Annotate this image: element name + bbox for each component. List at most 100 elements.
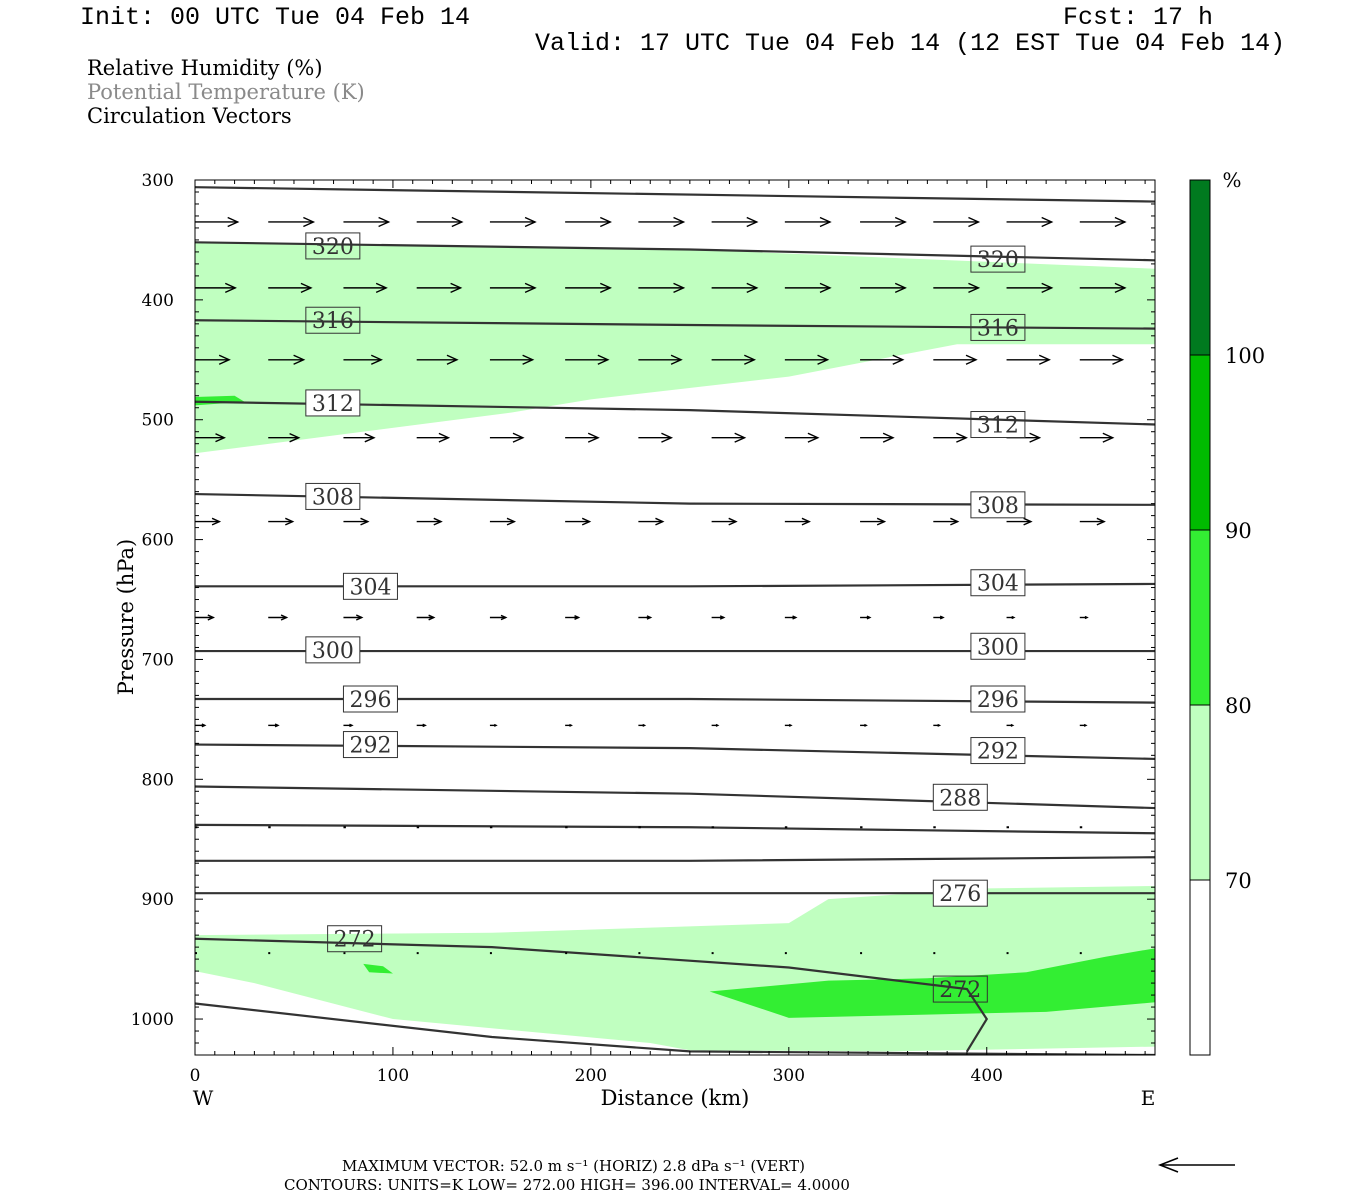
vector-arrow: [268, 432, 301, 443]
vector-arrow: [1006, 517, 1033, 526]
contour-label-box: [970, 737, 1026, 765]
vector-arrow: [416, 614, 436, 621]
colorbar-label: 70: [1225, 869, 1252, 893]
vector-arrow: [416, 216, 464, 228]
vector-arrow: [711, 723, 720, 727]
colorbar-label: 90: [1225, 519, 1252, 543]
vector-arrow: [933, 354, 978, 365]
colorbar: 70 80 90 100: [1189, 179, 1265, 1056]
title-circulation-vectors: Circulation Vectors: [87, 104, 292, 128]
vector-arrow: [268, 354, 306, 365]
vector-arrow: [416, 282, 463, 294]
vector-arrow: [1006, 282, 1054, 294]
contour-label-box: [327, 925, 383, 953]
colorbar-segment: [1190, 530, 1210, 705]
y-tick-label: 900: [142, 890, 174, 910]
contour-label-box: [305, 389, 361, 417]
colorbar-frame: [1189, 179, 1211, 1056]
x-axis-label: Distance (km): [601, 1086, 750, 1110]
title-relative-humidity: Relative Humidity (%): [87, 56, 323, 80]
vector-arrow: [860, 216, 907, 228]
vector-arrow: [1079, 517, 1106, 526]
rh-region-3: [709, 948, 1155, 1018]
vector-arrow: [1079, 216, 1127, 228]
y-tick-label: 500: [142, 411, 174, 431]
east-label: E: [1141, 1086, 1156, 1110]
vector-arrow: [268, 216, 316, 228]
vector-arrow: [784, 432, 820, 443]
contour-label-296: 296: [349, 688, 391, 713]
vector-arrow: [489, 432, 525, 443]
vector-arrow: [416, 354, 459, 365]
vector-arrow: [1006, 216, 1054, 228]
contour-label-box: [970, 313, 1026, 341]
west-label: W: [193, 1086, 214, 1110]
vector-arrow: [933, 216, 981, 228]
x-tick-label: 400: [971, 1066, 1003, 1086]
vector-arrow: [638, 282, 686, 294]
contour-info: CONTOURS: UNITS=K LOW= 272.00 HIGH= 396.…: [284, 1176, 850, 1194]
colorbar-segment: [1190, 705, 1210, 880]
vector-arrow: [638, 216, 686, 228]
contour-label-box: [305, 232, 361, 260]
vector-arrow: [784, 615, 798, 620]
x-tick-label: 300: [773, 1066, 805, 1086]
contour-label-box: [970, 245, 1026, 273]
y-axis-label: Pressure (hPa): [114, 539, 138, 695]
contour-label-296: 296: [977, 688, 1019, 713]
vector-arrow: [1006, 723, 1015, 727]
contour-label-316: 316: [312, 309, 354, 334]
theta-contour-280: [195, 856, 1155, 862]
vector-arrow: [933, 432, 968, 443]
theta-contour-288: [195, 785, 1155, 810]
vector-arrow: [1006, 354, 1051, 365]
vector-arrow: [489, 517, 517, 526]
vector-arrow: [195, 354, 231, 365]
rh-fill-layer: [195, 242, 1155, 1052]
vector-arrow: [565, 282, 612, 294]
vector-arrow: [860, 354, 905, 365]
vector-arrow: [638, 354, 683, 365]
vector-arrow: [343, 216, 391, 228]
contour-label-288: 288: [939, 786, 981, 811]
contour-label-box: [932, 783, 988, 811]
contour-label-layer: 320 320 316 316 312 312 308 308 304 304 300 300 296 2…: [305, 232, 1026, 1003]
rh-region-4: [363, 963, 393, 974]
y-tick-label: 300: [142, 171, 174, 191]
vector-arrow: [268, 282, 313, 294]
vector-arrow: [489, 354, 535, 365]
vector-arrow: [268, 723, 280, 728]
vector-arrow: [489, 216, 537, 228]
contour-label-292: 292: [977, 740, 1019, 765]
contour-label-308: 308: [977, 494, 1019, 519]
contour-label-box: [305, 636, 361, 664]
vector-arrow: [933, 517, 960, 526]
vector-arrow: [489, 614, 508, 621]
vector-arrow: [268, 614, 289, 621]
max-vector-note: MAXIMUM VECTOR: 52.0 m s⁻¹ (HORIZ) 2.8 d…: [342, 1157, 805, 1175]
vector-layer: [195, 216, 1127, 955]
vector-arrow: [565, 615, 581, 620]
vector-arrow: [860, 282, 907, 294]
contour-label-box: [342, 685, 398, 713]
vector-arrow: [860, 517, 887, 526]
reference-arrow: [1157, 1157, 1235, 1173]
colorbar-segment: [1190, 880, 1210, 1055]
vector-arrow: [711, 615, 726, 620]
contour-label-box: [342, 572, 398, 600]
vector-arrow: [195, 216, 240, 228]
contour-label-box: [305, 482, 361, 510]
vector-arrow: [565, 216, 612, 228]
vector-arrow: [565, 432, 600, 443]
contour-label-272: 272: [939, 978, 981, 1003]
vector-arrow: [638, 723, 647, 727]
vector-arrow: [195, 723, 207, 728]
contour-label-312: 312: [312, 392, 354, 417]
vector-arrow: [933, 615, 945, 620]
vector-arrow: [565, 723, 573, 727]
vector-arrow: [1079, 615, 1089, 620]
contour-label-box: [342, 731, 398, 759]
x-tick-label: 100: [377, 1066, 409, 1086]
x-tick-label: 0: [190, 1066, 201, 1086]
